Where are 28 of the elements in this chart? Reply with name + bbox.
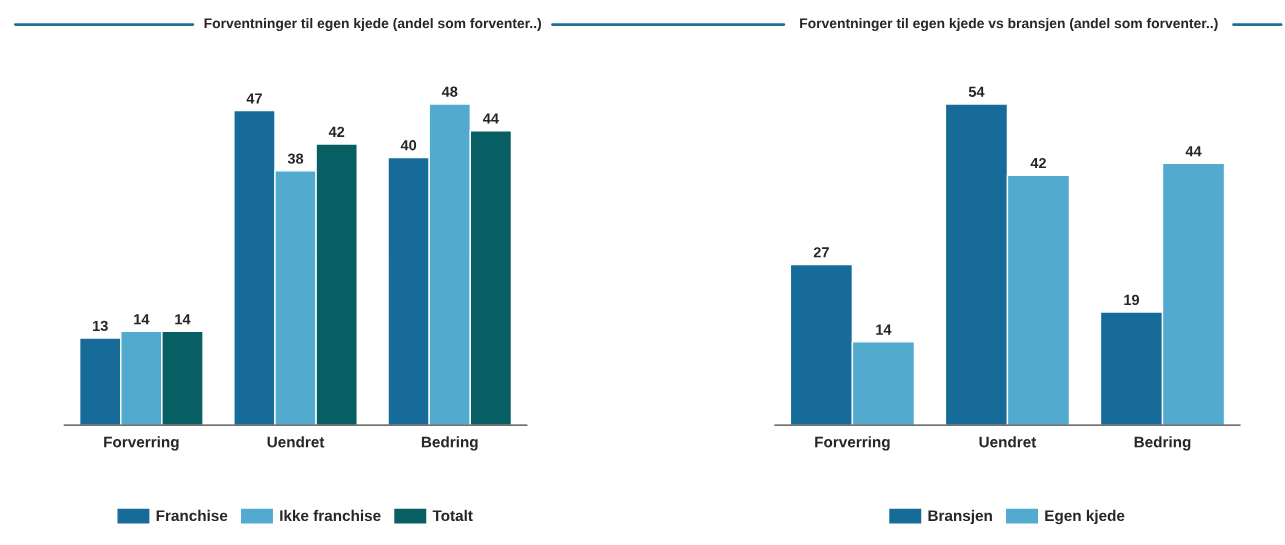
data-label: 19: [1124, 294, 1140, 306]
data-label: 48: [441, 86, 458, 97]
data-label: 42: [1030, 157, 1046, 169]
data-label: 38: [287, 153, 304, 164]
x-tick-label: Bedring: [421, 436, 478, 451]
data-label: 14: [876, 324, 892, 335]
data-label: 14: [134, 314, 150, 325]
x-tick-label: Bedring: [1134, 436, 1191, 451]
legend-label: Ikke franchise: [280, 509, 381, 522]
x-tick-label: Forverring: [104, 436, 179, 451]
x-tick-label: Uendret: [267, 436, 325, 448]
data-label: 14: [175, 314, 191, 325]
x-tick-label: Forverring: [815, 436, 890, 451]
legend-label: Franchise: [156, 509, 228, 522]
chart-title: Forventninger til egen kjede (andel som forventer..): [204, 18, 541, 32]
data-label: 47: [246, 93, 262, 104]
data-label: 42: [328, 126, 345, 137]
x-tick-label: Uendret: [979, 436, 1037, 448]
data-label: 44: [1185, 146, 1202, 157]
data-label: 40: [400, 140, 417, 151]
legend-label: Bransjen: [928, 509, 992, 525]
data-label: 27: [813, 247, 829, 258]
data-label: 54: [968, 86, 985, 97]
data-label: 44: [482, 113, 499, 124]
legend-label: Egen kjede: [1045, 509, 1125, 525]
legend-label: Totalt: [432, 509, 473, 522]
chart-title: Forventninger til egen kjede vs bransjen (andel som forventer..): [800, 18, 1218, 32]
data-label: 13: [93, 320, 108, 332]
